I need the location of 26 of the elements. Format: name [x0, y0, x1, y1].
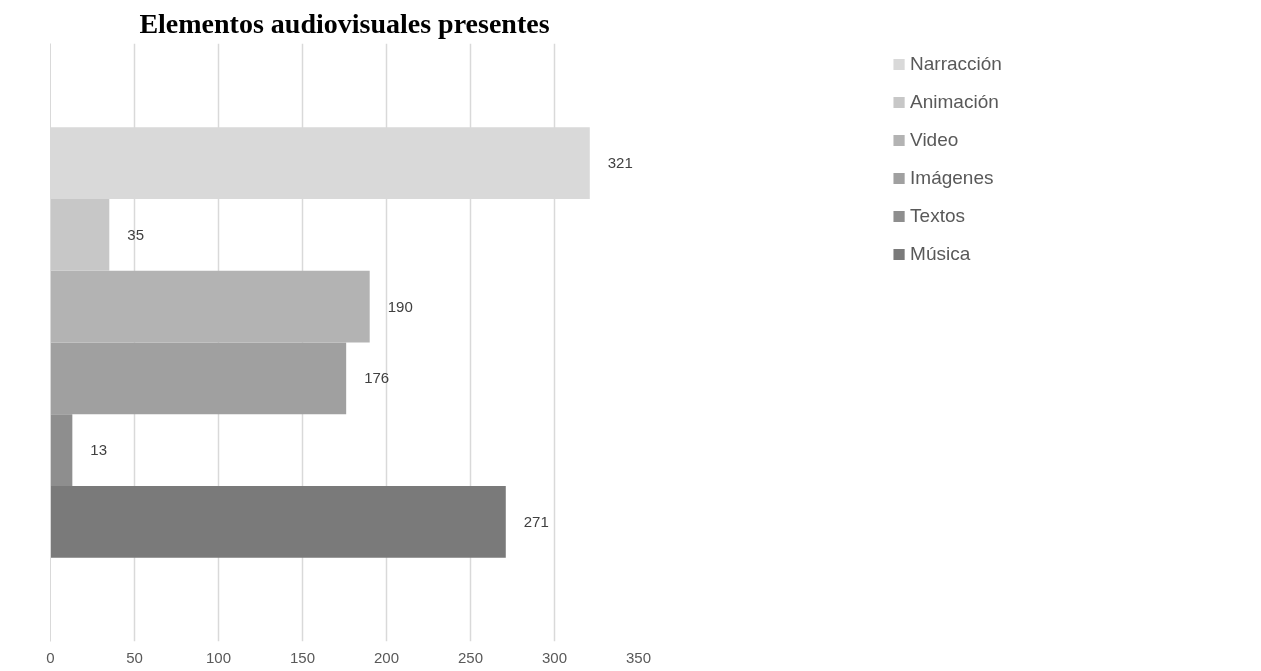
x-tick-label: 100: [205, 648, 232, 666]
data-label: 190: [387, 297, 413, 315]
x-tick-label: 50: [126, 648, 143, 666]
data-label: 13: [90, 441, 108, 459]
data-label: 321: [607, 154, 633, 172]
data-label: 176: [364, 369, 390, 387]
legend-label: Animación: [910, 91, 999, 113]
x-tick-label: 300: [541, 648, 568, 666]
legend-label: Música: [910, 243, 971, 265]
chart-title: Elementos audiovisuales presentes: [139, 7, 550, 39]
bar: [50, 486, 506, 558]
x-tick-label: 250: [457, 648, 484, 666]
x-tick-label: 350: [625, 648, 652, 666]
bar: [50, 198, 110, 271]
bar: [50, 342, 347, 415]
legend-label: Narracción: [910, 53, 1002, 75]
legend-label: Imágenes: [910, 167, 994, 189]
x-tick-label: 0: [46, 648, 55, 666]
x-tick-label: 150: [289, 648, 316, 666]
legend-label: Textos: [910, 205, 965, 227]
bar: [50, 414, 73, 487]
legend-label: Video: [910, 129, 959, 151]
data-label: 35: [127, 225, 144, 243]
bar: [50, 270, 370, 343]
x-tick-label: 200: [373, 648, 400, 666]
data-label: 271: [523, 512, 549, 530]
